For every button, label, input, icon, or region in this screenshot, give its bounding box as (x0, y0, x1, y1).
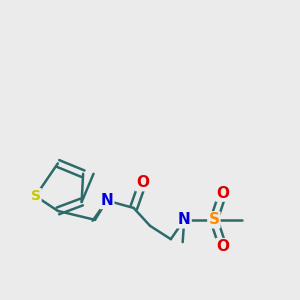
Text: S: S (31, 189, 40, 203)
Text: O: O (216, 239, 229, 254)
Text: O: O (216, 186, 229, 201)
Text: S: S (208, 212, 219, 227)
Text: N: N (100, 193, 113, 208)
Text: N: N (178, 212, 190, 227)
Text: O: O (136, 175, 149, 190)
